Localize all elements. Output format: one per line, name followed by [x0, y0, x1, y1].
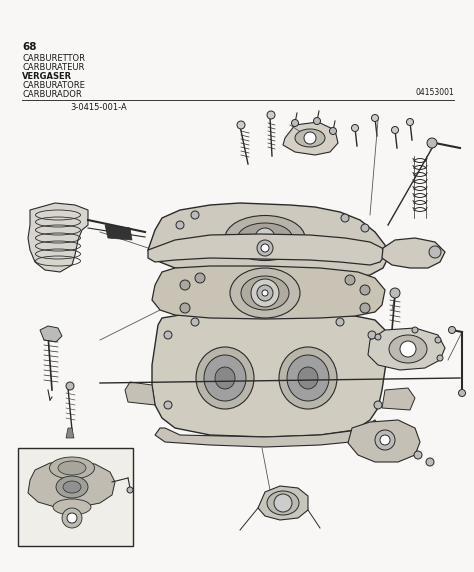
Circle shape: [429, 246, 441, 258]
Ellipse shape: [215, 367, 235, 389]
Circle shape: [437, 355, 443, 361]
Circle shape: [176, 221, 184, 229]
Polygon shape: [28, 203, 88, 272]
Ellipse shape: [389, 335, 427, 363]
Ellipse shape: [230, 268, 300, 318]
Text: 3-0415-001-A: 3-0415-001-A: [70, 103, 127, 112]
Ellipse shape: [267, 491, 299, 515]
Circle shape: [345, 275, 355, 285]
Circle shape: [361, 224, 369, 232]
Circle shape: [366, 251, 374, 259]
Circle shape: [407, 118, 413, 125]
Circle shape: [435, 337, 441, 343]
Circle shape: [262, 290, 268, 296]
Text: 04153001: 04153001: [415, 88, 454, 97]
Circle shape: [392, 126, 399, 133]
Circle shape: [237, 121, 245, 129]
Bar: [18, 448, 133, 546]
Polygon shape: [40, 326, 62, 342]
Circle shape: [375, 430, 395, 450]
Circle shape: [67, 513, 77, 523]
Circle shape: [66, 382, 74, 390]
Text: CARBURETTOR: CARBURETTOR: [22, 54, 85, 63]
Circle shape: [251, 279, 279, 307]
Circle shape: [180, 280, 190, 290]
Circle shape: [360, 303, 370, 313]
Text: CARBURATEUR: CARBURATEUR: [22, 63, 84, 72]
Circle shape: [257, 240, 273, 256]
Polygon shape: [155, 420, 380, 447]
Circle shape: [368, 331, 376, 339]
Text: CARBURATORE: CARBURATORE: [22, 81, 85, 90]
Circle shape: [274, 494, 292, 512]
Text: VERGASER: VERGASER: [22, 72, 72, 81]
Circle shape: [164, 331, 172, 339]
Circle shape: [180, 303, 190, 313]
Ellipse shape: [196, 347, 254, 409]
Polygon shape: [105, 225, 132, 240]
Ellipse shape: [53, 499, 91, 515]
Ellipse shape: [49, 457, 94, 479]
Circle shape: [267, 111, 275, 119]
Circle shape: [360, 285, 370, 295]
Circle shape: [62, 508, 82, 528]
Ellipse shape: [279, 347, 337, 409]
Circle shape: [313, 117, 320, 125]
Circle shape: [458, 390, 465, 396]
Polygon shape: [382, 238, 445, 268]
Circle shape: [400, 341, 416, 357]
Polygon shape: [148, 234, 385, 265]
Circle shape: [171, 251, 179, 259]
Ellipse shape: [204, 355, 246, 401]
Ellipse shape: [237, 223, 292, 253]
Circle shape: [448, 327, 456, 333]
Ellipse shape: [56, 476, 88, 498]
Ellipse shape: [58, 461, 86, 475]
Circle shape: [191, 318, 199, 326]
Circle shape: [261, 244, 269, 252]
Polygon shape: [258, 486, 308, 520]
Circle shape: [426, 458, 434, 466]
Circle shape: [292, 120, 299, 126]
Circle shape: [191, 211, 199, 219]
Polygon shape: [148, 203, 388, 278]
Circle shape: [352, 125, 358, 132]
Circle shape: [304, 132, 316, 144]
Ellipse shape: [295, 129, 325, 147]
Circle shape: [257, 285, 273, 301]
Circle shape: [255, 228, 275, 248]
Polygon shape: [368, 328, 445, 370]
Ellipse shape: [241, 276, 289, 310]
Circle shape: [164, 401, 172, 409]
Polygon shape: [152, 266, 385, 319]
Ellipse shape: [225, 216, 305, 260]
Circle shape: [374, 401, 382, 409]
Polygon shape: [28, 462, 115, 507]
Circle shape: [336, 318, 344, 326]
Text: CARBURADOR: CARBURADOR: [22, 90, 82, 99]
Ellipse shape: [298, 367, 318, 389]
Polygon shape: [152, 312, 388, 437]
Circle shape: [195, 273, 205, 283]
Circle shape: [329, 128, 337, 134]
Circle shape: [380, 435, 390, 445]
Polygon shape: [348, 420, 420, 462]
Circle shape: [372, 114, 379, 121]
Circle shape: [412, 327, 418, 333]
Ellipse shape: [63, 481, 81, 493]
Circle shape: [375, 334, 381, 340]
Polygon shape: [125, 382, 155, 405]
Polygon shape: [382, 388, 415, 410]
Polygon shape: [283, 122, 338, 155]
Circle shape: [127, 487, 133, 493]
Circle shape: [427, 138, 437, 148]
Ellipse shape: [287, 355, 329, 401]
Circle shape: [414, 451, 422, 459]
Circle shape: [341, 214, 349, 222]
Polygon shape: [66, 428, 74, 438]
Text: 68: 68: [22, 42, 36, 52]
Circle shape: [390, 288, 400, 298]
